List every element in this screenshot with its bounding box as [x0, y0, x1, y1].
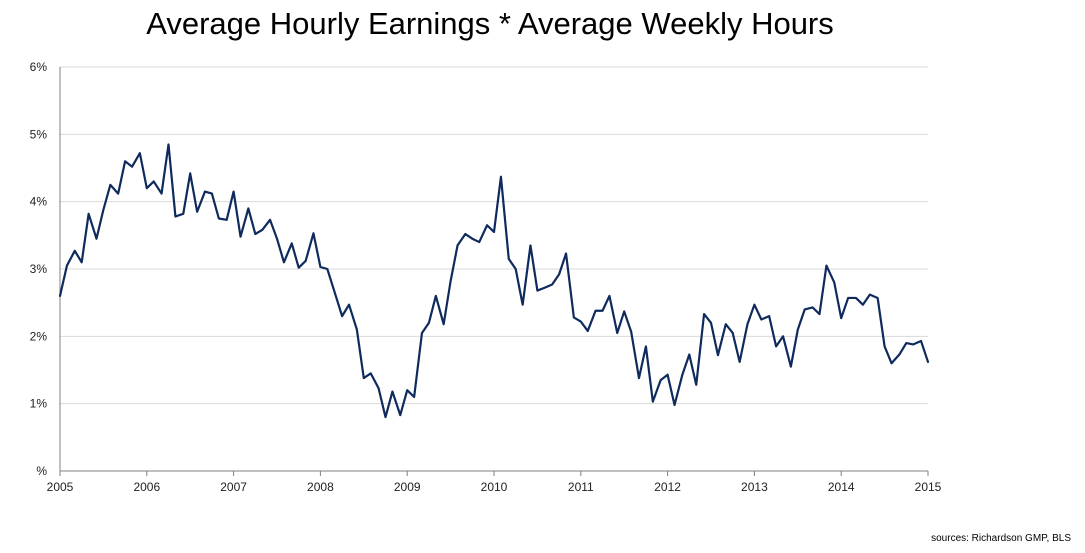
y-tick-label: 2%: [30, 329, 48, 343]
source-note: sources: Richardson GMP, BLS: [931, 533, 1071, 544]
x-tick-label: 2013: [741, 480, 768, 494]
y-tick-label: %: [36, 464, 47, 478]
x-tick-label: 2010: [481, 480, 508, 494]
y-axis-ticks: % 1% 2% 3% 4% 5% 6%: [30, 60, 48, 478]
x-tick-label: 2007: [220, 480, 247, 494]
x-tick-label: 2011: [568, 480, 594, 494]
x-tick-label: 2005: [47, 480, 74, 494]
y-tick-label: 5%: [30, 127, 48, 141]
x-tick-label: 2009: [394, 480, 421, 494]
series-layer: [58, 143, 930, 419]
y-tick-label: 3%: [30, 262, 48, 276]
x-tick-label: 2015: [915, 480, 942, 494]
y-tick-label: 6%: [30, 60, 48, 74]
x-tick-label: 2006: [133, 480, 160, 494]
chart-title: Average Hourly Earnings * Average Weekly…: [146, 6, 834, 41]
y-tick-label: 1%: [30, 397, 48, 411]
gridlines: [60, 66, 928, 405]
series-line: [58, 143, 930, 419]
x-tick-label: 2008: [307, 480, 334, 494]
x-tick-label: 2012: [654, 480, 681, 494]
y-tick-label: 4%: [30, 195, 48, 209]
x-tick-label: 2014: [828, 480, 855, 494]
x-axis-ticks: 2005 2006 2007 2008 2009 2010 2011 2012 2013 2014…: [47, 471, 942, 494]
